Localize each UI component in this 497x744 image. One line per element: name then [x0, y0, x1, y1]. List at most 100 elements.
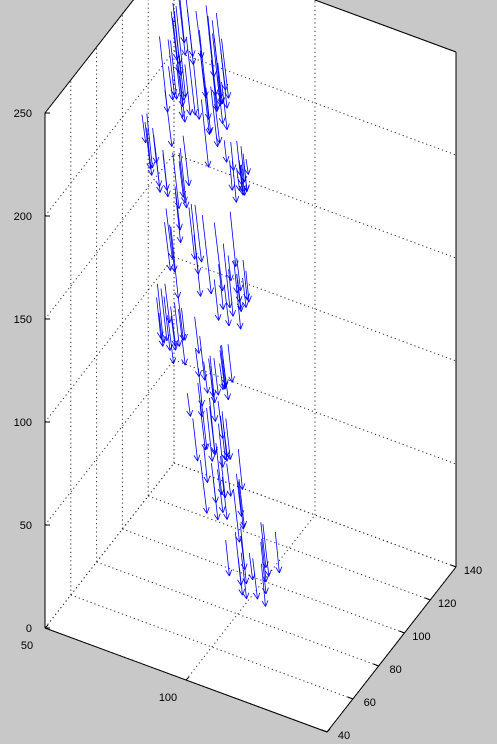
- arrow-shaft: [261, 538, 267, 582]
- arrow-head: [190, 253, 196, 260]
- arrow-shaft: [146, 127, 153, 176]
- arrow-head: [211, 449, 216, 456]
- arrow-head: [222, 460, 226, 468]
- arrow-head: [198, 113, 202, 120]
- arrow-shaft: [213, 92, 221, 144]
- y-tick-label: 100: [412, 631, 430, 643]
- arrow-shaft: [222, 359, 229, 400]
- arrow-shaft: [164, 283, 171, 323]
- arrow-shaft: [218, 264, 224, 310]
- arrow-shaft: [190, 204, 199, 275]
- arrow-head: [166, 264, 171, 271]
- x-tick-label: 100: [159, 692, 177, 704]
- arrow-head: [207, 386, 211, 394]
- arrow-head: [233, 164, 237, 171]
- arrow-head: [213, 104, 219, 111]
- arrow-shaft: [212, 478, 219, 521]
- arrow-head: [242, 483, 246, 490]
- arrow-head: [246, 592, 250, 600]
- x-tick-mark: [44, 624, 49, 629]
- arrow-head: [257, 592, 261, 600]
- arrow-head: [174, 292, 179, 299]
- arrow-head: [222, 156, 228, 163]
- arrow-head: [189, 58, 194, 65]
- arrow-head: [237, 179, 243, 186]
- arrow-head: [226, 155, 230, 163]
- arrow-head: [213, 70, 217, 78]
- arrow-head: [171, 252, 175, 259]
- arrow-head: [236, 323, 242, 330]
- arrow-head: [244, 563, 248, 571]
- arrow-shaft: [162, 153, 168, 191]
- arrow-head: [229, 310, 234, 317]
- arrow-head: [226, 513, 230, 520]
- arrow-shaft: [192, 60, 200, 120]
- arrow-head: [166, 184, 170, 191]
- arrow-head: [218, 118, 224, 125]
- y-tick-label: 80: [389, 664, 401, 676]
- arrow-shaft: [242, 277, 247, 308]
- arrow-shaft: [164, 89, 173, 147]
- arrow-head: [230, 489, 234, 497]
- arrow-head: [232, 196, 237, 203]
- arrow-head: [231, 376, 235, 383]
- arrow-head: [208, 160, 212, 168]
- arrow-shaft: [260, 522, 267, 568]
- arrow-shaft: [215, 442, 223, 495]
- arrow-shaft: [165, 208, 173, 259]
- arrow-head: [184, 358, 188, 366]
- arrow-head: [215, 496, 219, 504]
- arrow-head: [205, 128, 210, 135]
- arrow-head: [197, 256, 202, 263]
- arrow-shaft: [186, 38, 196, 116]
- arrow-shaft: [176, 64, 183, 118]
- x-tick-mark: [185, 676, 190, 681]
- arrow-head: [184, 196, 188, 204]
- arrow-shaft: [197, 382, 203, 418]
- arrow-head: [237, 510, 242, 517]
- arrow-head: [245, 301, 249, 308]
- arrow-head: [215, 137, 221, 144]
- arrow-head: [243, 522, 247, 530]
- arrow-head: [181, 359, 186, 366]
- arrow-head: [172, 54, 178, 61]
- arrow-shaft: [262, 524, 270, 577]
- arrow-head: [230, 274, 234, 282]
- arrow-head: [168, 94, 174, 101]
- arrow-shaft: [167, 39, 175, 96]
- arrow-head: [219, 303, 224, 310]
- arrow-head: [265, 587, 269, 595]
- arrow-shaft: [236, 274, 241, 310]
- arrow-head: [172, 93, 178, 100]
- arrow-head: [206, 127, 212, 134]
- arrow-shaft: [260, 541, 267, 594]
- arrow-head: [156, 156, 160, 164]
- arrow-head: [240, 305, 244, 312]
- arrow-head: [211, 447, 216, 454]
- arrow-shaft: [160, 288, 168, 341]
- arrow-head: [186, 201, 190, 209]
- arrow-shaft: [168, 66, 174, 101]
- arrow-head: [203, 387, 208, 394]
- arrow-head: [180, 236, 184, 243]
- arrow-head: [217, 513, 221, 521]
- arrow-head: [166, 344, 171, 351]
- arrow-head: [240, 564, 246, 571]
- arrow-head: [238, 589, 243, 596]
- y-tick-mark: [321, 729, 328, 733]
- arrow-head: [200, 290, 204, 297]
- arrow-shaft: [225, 540, 230, 577]
- arrow-shaft: [156, 297, 162, 339]
- arrow-shaft: [274, 531, 280, 574]
- arrow-shaft: [174, 186, 181, 231]
- arrow-head: [181, 49, 186, 56]
- arrow-shaft: [208, 32, 219, 110]
- arrow-head: [193, 455, 198, 462]
- arrow-head: [175, 343, 179, 351]
- arrow-head: [201, 91, 207, 99]
- arrow-head: [268, 569, 272, 577]
- arrow-head: [207, 476, 211, 483]
- arrow-head: [186, 109, 191, 116]
- arrow-head: [248, 574, 254, 581]
